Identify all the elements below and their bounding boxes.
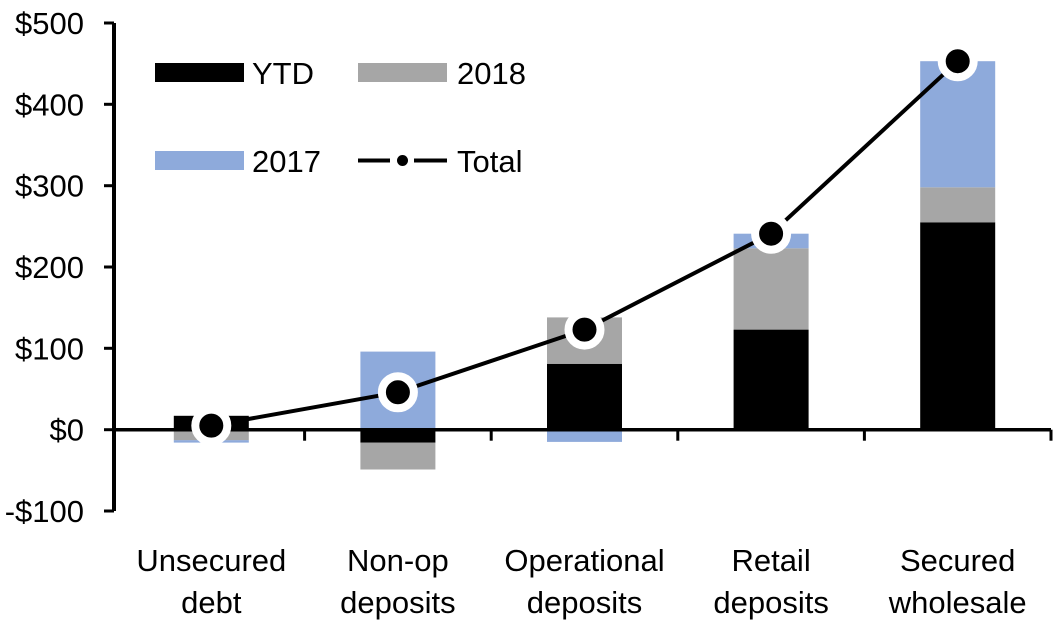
bar-segment-2018-1 [360,442,436,470]
y-tick-label-200: $200 [15,250,84,285]
category-label-3-line2: deposits [713,585,828,620]
y-tick-label-100: $100 [15,331,84,366]
legend-label-2018: 2018 [457,56,526,91]
total-marker-2 [564,309,605,350]
category-label-2-line1: Operational [504,543,664,578]
bar-segment-2018-4 [920,187,996,223]
category-label-2-line2: deposits [527,585,642,620]
category-label-4-line2: wholesale [888,585,1027,620]
total-marker-0 [191,405,232,446]
category-label-0-line2: debt [181,585,242,620]
bar-segment-2017-2 [547,429,622,442]
y-tick-label-500: $500 [15,6,84,41]
category-label-1-line1: Non-op [347,543,449,578]
category-label-4-line1: Secured [900,543,1015,578]
y-tick-label--100: -$100 [5,494,84,529]
total-marker-3 [751,213,792,254]
total-marker-4 [937,41,978,82]
legend-swatch-2018 [358,63,447,82]
y-tick-label-400: $400 [15,87,84,122]
legend-label-ytd: YTD [252,56,314,91]
bar-segment-ytd-4 [920,222,996,430]
category-label-3-line1: Retail [731,543,810,578]
bar-segment-ytd-1 [360,429,436,443]
legend-label-total: Total [457,144,522,179]
legend-swatch-ytd [155,63,244,82]
y-tick-label-0: $0 [50,413,84,448]
total-marker-1 [377,372,418,413]
category-label-0-line1: Unsecured [136,543,286,578]
bar-segment-2018-3 [733,248,809,330]
category-label-1-line2: deposits [340,585,455,620]
bar-segment-ytd-3 [733,329,809,430]
legend-label-2017: 2017 [252,144,321,179]
y-tick-label-300: $300 [15,169,84,204]
bar-segment-ytd-2 [547,363,622,430]
legend-dot-sample-total [397,155,408,166]
legend-swatch-2017 [155,151,244,170]
